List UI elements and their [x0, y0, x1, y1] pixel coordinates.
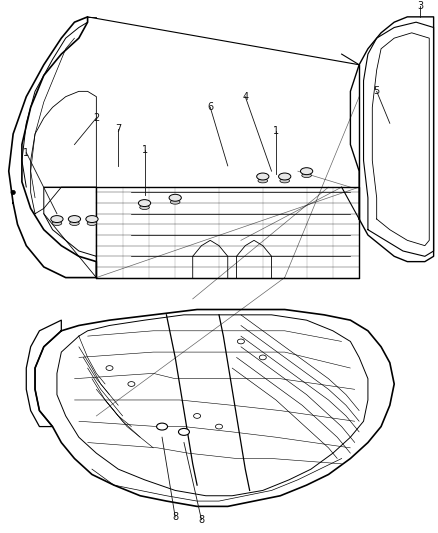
- Ellipse shape: [257, 173, 269, 180]
- Text: 1: 1: [141, 145, 148, 155]
- Text: 7: 7: [115, 124, 121, 134]
- Text: 4: 4: [242, 92, 248, 102]
- Ellipse shape: [157, 423, 167, 430]
- Text: 3: 3: [417, 1, 424, 11]
- Ellipse shape: [237, 339, 244, 344]
- Ellipse shape: [300, 168, 313, 175]
- Text: 8: 8: [172, 512, 178, 522]
- Ellipse shape: [259, 355, 266, 360]
- Ellipse shape: [138, 200, 151, 207]
- Ellipse shape: [280, 179, 290, 183]
- Ellipse shape: [178, 429, 189, 435]
- Ellipse shape: [11, 190, 15, 195]
- Ellipse shape: [87, 221, 97, 225]
- Ellipse shape: [170, 200, 180, 204]
- Ellipse shape: [106, 366, 113, 370]
- Ellipse shape: [302, 173, 311, 177]
- Text: 1: 1: [23, 148, 29, 158]
- Ellipse shape: [51, 216, 63, 222]
- Ellipse shape: [169, 195, 181, 201]
- Text: 8: 8: [198, 515, 205, 524]
- Ellipse shape: [140, 205, 149, 209]
- Ellipse shape: [194, 414, 201, 418]
- Ellipse shape: [279, 173, 291, 180]
- Ellipse shape: [86, 216, 98, 222]
- Text: 2: 2: [93, 113, 99, 123]
- Ellipse shape: [128, 382, 135, 386]
- Polygon shape: [0, 1, 438, 283]
- Ellipse shape: [70, 221, 79, 225]
- Ellipse shape: [215, 424, 223, 429]
- Text: 5: 5: [374, 86, 380, 96]
- Ellipse shape: [52, 221, 62, 225]
- Text: 1: 1: [273, 126, 279, 136]
- Ellipse shape: [258, 179, 268, 183]
- Ellipse shape: [68, 216, 81, 222]
- Text: 6: 6: [207, 102, 213, 112]
